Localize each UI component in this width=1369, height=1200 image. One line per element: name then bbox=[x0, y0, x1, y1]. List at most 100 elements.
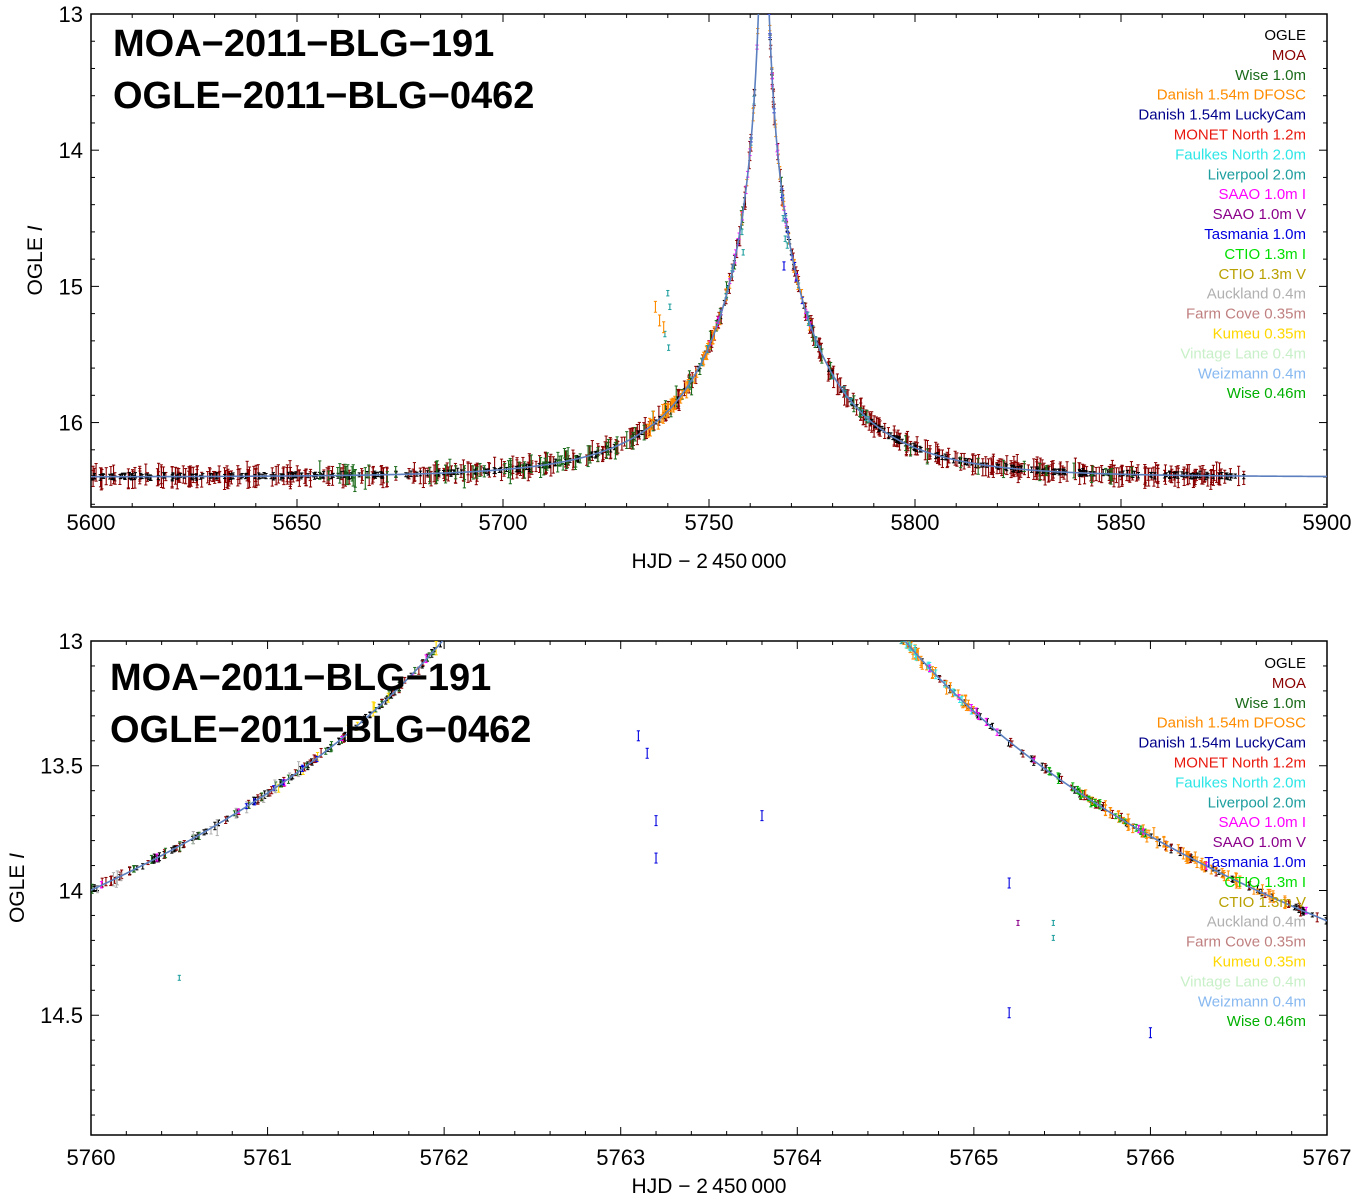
legend-entry: CTIO 1.3m V bbox=[1218, 894, 1306, 911]
data-point bbox=[850, 567, 853, 575]
model-curve bbox=[91, 641, 1327, 922]
legend-entry: Farm Cove 0.35m bbox=[1186, 934, 1306, 951]
data-point bbox=[832, 538, 835, 547]
data-point bbox=[767, 14, 771, 15]
data-point bbox=[969, 458, 974, 466]
data-point bbox=[820, 348, 824, 364]
data-point bbox=[812, 502, 815, 506]
data-point bbox=[860, 582, 863, 590]
data-point bbox=[297, 761, 301, 778]
data-point bbox=[792, 459, 795, 466]
data-point bbox=[630, 179, 633, 183]
data-point bbox=[791, 459, 794, 463]
plot-frame bbox=[90, 640, 1328, 1136]
data-point bbox=[633, 426, 637, 442]
data-point bbox=[886, 616, 889, 623]
legend-entry: MOA bbox=[1272, 675, 1306, 692]
data-point bbox=[576, 384, 579, 444]
data-point bbox=[610, 283, 613, 289]
data-point bbox=[793, 465, 796, 472]
data-point bbox=[138, 467, 142, 482]
data-point bbox=[511, 455, 515, 474]
data-point bbox=[578, 395, 581, 402]
data-point bbox=[735, 289, 738, 295]
data-point bbox=[645, 62, 648, 67]
legend-entry: CTIO 1.3m V bbox=[1218, 266, 1306, 283]
data-point bbox=[566, 429, 569, 433]
data-point bbox=[585, 347, 588, 407]
chart-panel-1: 5600 5650 5700 5750 5800 5850 5900 13 14 15 16 HJD … bbox=[24, 0, 1352, 573]
x-tick-label: 5600 bbox=[67, 510, 116, 535]
data-point bbox=[876, 603, 879, 609]
model-curve bbox=[91, 14, 1327, 478]
data-point bbox=[632, 168, 635, 173]
data-point bbox=[638, 122, 641, 127]
data-point bbox=[1222, 871, 1226, 882]
data-point bbox=[456, 467, 460, 475]
data-point bbox=[510, 538, 513, 549]
data-point bbox=[719, 211, 722, 218]
data-point bbox=[498, 558, 501, 566]
data-point bbox=[736, 292, 739, 296]
legend-entry: Wise 0.46m bbox=[1227, 1013, 1306, 1030]
data-point bbox=[497, 562, 500, 567]
data-point bbox=[1223, 469, 1227, 484]
data-point bbox=[787, 451, 790, 455]
data-point bbox=[748, 336, 751, 345]
data-point bbox=[757, 367, 760, 374]
legend: OGLE MOA Wise 1.0m Danish 1.54m DFOSC Danish… bbox=[1138, 27, 1306, 402]
data-point bbox=[567, 422, 570, 434]
x-tick-label: 5767 bbox=[1303, 1145, 1352, 1170]
data-point bbox=[623, 221, 626, 225]
data-point bbox=[297, 469, 301, 487]
legend-entry: Danish 1.54m LuckyCam bbox=[1138, 107, 1306, 124]
data-point bbox=[353, 469, 357, 488]
data-point bbox=[860, 583, 863, 590]
data-point bbox=[799, 476, 802, 482]
data-point bbox=[606, 438, 611, 456]
data-point bbox=[1101, 468, 1105, 477]
data-point bbox=[597, 336, 600, 340]
data-point bbox=[864, 587, 867, 595]
data-point bbox=[608, 289, 611, 297]
data-point bbox=[854, 574, 857, 579]
legend-entry: Faulkes North 2.0m bbox=[1175, 774, 1306, 791]
legend-entry: Vintage Lane 0.4m bbox=[1180, 973, 1306, 990]
data-point bbox=[839, 377, 843, 394]
data-point bbox=[697, 50, 700, 54]
legend-entry: SAAO 1.0m V bbox=[1213, 834, 1306, 851]
data-point bbox=[835, 547, 838, 551]
data-point bbox=[584, 377, 587, 383]
data-point bbox=[595, 337, 598, 348]
x-tick-label: 5750 bbox=[685, 510, 734, 535]
data-point bbox=[1195, 856, 1199, 869]
data-point bbox=[593, 351, 596, 356]
legend-entry: Danish 1.54m LuckyCam bbox=[1138, 735, 1306, 752]
data-point bbox=[606, 299, 609, 304]
data-point bbox=[668, 303, 672, 311]
data-point bbox=[837, 378, 841, 396]
data-point bbox=[1101, 802, 1106, 812]
x-tick-label: 5900 bbox=[1303, 510, 1352, 535]
data-point bbox=[860, 581, 863, 590]
data-point bbox=[617, 252, 620, 258]
data-point bbox=[543, 480, 546, 488]
data-point bbox=[767, 0, 770, 12]
data-point bbox=[899, 641, 903, 645]
data-point bbox=[872, 599, 875, 610]
data-point bbox=[1032, 458, 1036, 480]
data-point bbox=[894, 625, 897, 633]
data-point bbox=[877, 605, 880, 613]
data-point bbox=[958, 456, 963, 469]
data-point bbox=[746, 330, 749, 334]
data-point bbox=[276, 464, 280, 484]
data-point bbox=[894, 626, 897, 633]
data-point bbox=[511, 537, 514, 547]
data-point bbox=[471, 465, 475, 480]
data-point bbox=[529, 507, 532, 518]
data-point bbox=[1016, 919, 1020, 926]
data-point bbox=[514, 537, 517, 541]
data-point bbox=[780, 434, 783, 438]
data-point bbox=[716, 188, 719, 193]
data-point bbox=[466, 462, 470, 476]
